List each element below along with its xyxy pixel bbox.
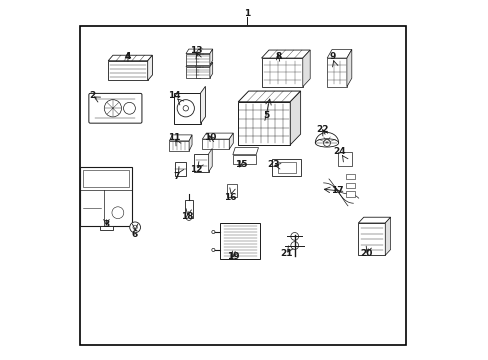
Text: 7: 7 (173, 172, 179, 181)
Text: 18: 18 (181, 212, 193, 221)
Polygon shape (185, 62, 203, 67)
Text: 1: 1 (244, 9, 250, 18)
Bar (108, 61, 147, 81)
Bar (272, 159, 301, 176)
Text: 23: 23 (266, 161, 279, 170)
Bar (169, 141, 189, 151)
Text: 22: 22 (316, 125, 328, 134)
Bar (185, 67, 200, 78)
Text: 6: 6 (132, 230, 138, 239)
Bar (326, 58, 346, 87)
Polygon shape (290, 91, 300, 145)
Circle shape (211, 230, 215, 234)
Bar (175, 162, 185, 176)
Polygon shape (238, 91, 300, 102)
Polygon shape (189, 135, 192, 151)
Bar (232, 155, 256, 164)
Text: 17: 17 (331, 186, 344, 195)
Polygon shape (185, 49, 203, 54)
Polygon shape (385, 217, 390, 255)
Polygon shape (200, 86, 205, 123)
Bar (194, 154, 208, 172)
Circle shape (211, 248, 215, 252)
Bar (226, 184, 237, 197)
Text: 15: 15 (234, 161, 246, 170)
Bar (261, 58, 302, 87)
Polygon shape (209, 62, 212, 78)
Bar (337, 152, 351, 166)
Polygon shape (326, 49, 351, 58)
FancyBboxPatch shape (89, 93, 142, 123)
Text: 8: 8 (275, 52, 281, 61)
Polygon shape (209, 49, 212, 65)
Bar (277, 162, 295, 173)
Text: 11: 11 (168, 133, 181, 142)
Polygon shape (208, 148, 212, 172)
Bar (80, 167, 132, 226)
Polygon shape (195, 49, 212, 54)
Polygon shape (358, 217, 390, 223)
Text: 2: 2 (89, 91, 95, 100)
Bar (185, 54, 200, 65)
Text: 14: 14 (168, 91, 181, 100)
Circle shape (186, 215, 191, 220)
Polygon shape (346, 49, 351, 87)
Text: 24: 24 (332, 147, 345, 156)
Bar (195, 54, 209, 65)
Text: 3: 3 (103, 220, 109, 229)
Text: 20: 20 (360, 249, 372, 258)
Ellipse shape (315, 139, 338, 147)
Text: 16: 16 (224, 193, 236, 202)
Bar (345, 174, 354, 179)
Polygon shape (202, 133, 233, 139)
Bar (358, 223, 385, 255)
Text: 19: 19 (226, 252, 239, 261)
Text: 4: 4 (124, 52, 131, 61)
Text: 5: 5 (263, 111, 268, 120)
Polygon shape (147, 55, 152, 81)
Bar (345, 192, 354, 197)
Polygon shape (108, 55, 152, 61)
Bar (173, 93, 200, 123)
Polygon shape (229, 133, 233, 149)
Bar (345, 183, 354, 188)
Bar (100, 226, 112, 230)
Polygon shape (232, 148, 258, 155)
Bar (80, 26, 405, 345)
Polygon shape (302, 50, 309, 87)
Bar (195, 67, 209, 78)
Polygon shape (200, 62, 203, 78)
Polygon shape (195, 62, 212, 67)
Text: 10: 10 (204, 133, 216, 142)
Bar (184, 200, 192, 218)
Text: 12: 12 (189, 166, 202, 175)
Circle shape (129, 222, 140, 233)
Polygon shape (261, 50, 309, 58)
Polygon shape (169, 135, 192, 141)
Text: 21: 21 (280, 249, 292, 258)
Bar (238, 102, 290, 145)
Text: 13: 13 (189, 46, 202, 55)
Bar (202, 139, 229, 149)
Text: 9: 9 (328, 52, 335, 61)
Bar (220, 223, 260, 259)
Bar (83, 170, 128, 187)
Polygon shape (200, 49, 203, 65)
